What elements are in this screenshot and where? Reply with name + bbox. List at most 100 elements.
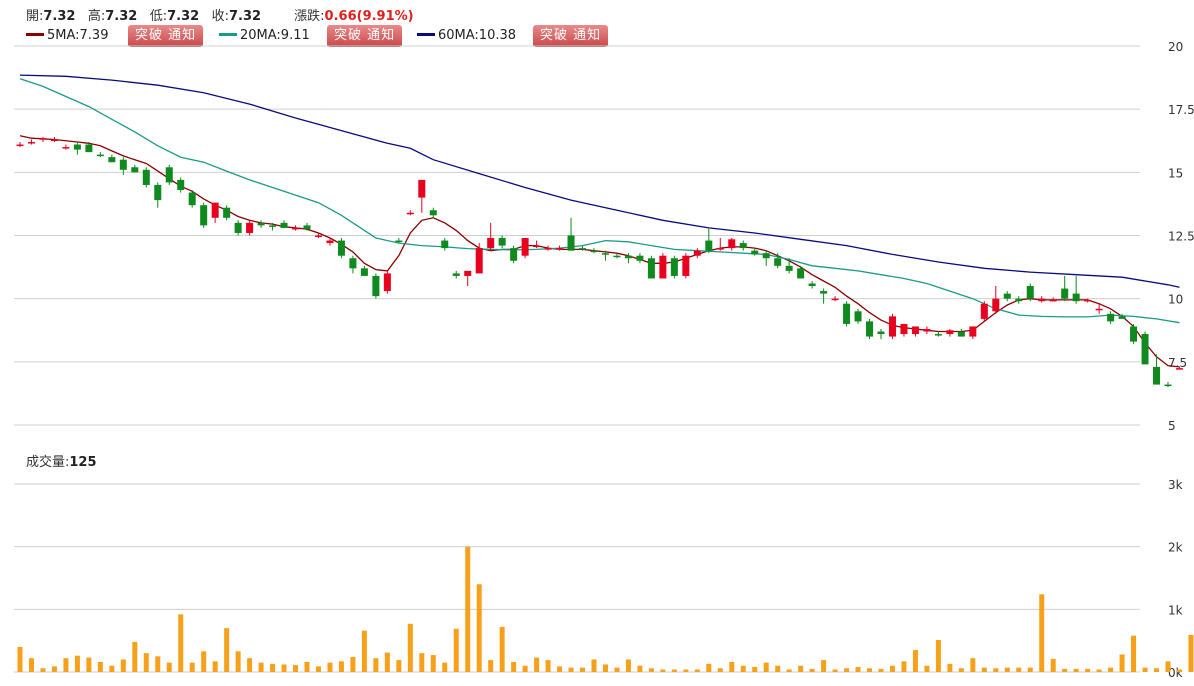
- candle-body: [211, 202, 219, 218]
- candle-body: [406, 212, 414, 215]
- candlestick: [119, 157, 127, 175]
- candle-body: [200, 205, 208, 226]
- candle-body: [234, 222, 242, 233]
- candle-body: [647, 258, 655, 279]
- candlestick: [636, 253, 644, 264]
- candle-body: [1015, 298, 1023, 302]
- candlestick: [762, 250, 770, 266]
- ma5-label: 5MA:7.39: [47, 28, 109, 43]
- open-label: 開:: [26, 9, 44, 24]
- candlestick: [866, 318, 874, 340]
- volume-bar: [752, 666, 758, 672]
- candlestick: [1026, 283, 1034, 302]
- candle-body: [1107, 313, 1115, 322]
- volume-bar: [614, 667, 620, 672]
- volume-bar: [178, 614, 184, 672]
- change-label: 漲跌:: [294, 9, 325, 24]
- candle-body: [866, 321, 874, 337]
- candle-body: [326, 240, 334, 244]
- volume-bar: [442, 662, 448, 672]
- candlestick: [1049, 297, 1057, 302]
- candle-body: [62, 147, 70, 149]
- volume-bar: [568, 667, 574, 672]
- volume-bar: [648, 668, 654, 672]
- volume-bar: [671, 669, 677, 672]
- price-gridlines: [14, 45, 1140, 426]
- volume-bar: [625, 659, 631, 672]
- volume-bar: [1142, 667, 1148, 672]
- volume-bar: [350, 656, 356, 672]
- volume-bar: [958, 668, 964, 672]
- candlestick: [269, 222, 277, 231]
- candlestick: [280, 220, 288, 228]
- high-label: 高:: [87, 9, 106, 24]
- candle-body: [96, 154, 104, 157]
- candle-body: [292, 227, 300, 230]
- candle-body: [1164, 384, 1172, 387]
- candlestick: [360, 265, 368, 276]
- ma20-swatch: [219, 33, 237, 36]
- price-tick-label: 10: [1168, 293, 1183, 307]
- candlestick: [1084, 298, 1092, 303]
- volume-bar: [511, 661, 517, 672]
- candlestick: [601, 250, 609, 261]
- candlestick: [395, 238, 403, 244]
- candle-body: [1049, 299, 1057, 302]
- candlestick: [464, 270, 472, 287]
- price-axis: 20 17.5 15 12.5 10 7.5 5: [1168, 40, 1194, 433]
- candlestick: [957, 328, 965, 337]
- volume-bar: [694, 669, 700, 672]
- volume-bar: [901, 661, 907, 672]
- volume-bar: [384, 652, 390, 672]
- volume-bar: [1119, 654, 1125, 672]
- ma60-label: 60MA:10.38: [438, 28, 517, 43]
- candlestick: [154, 182, 162, 208]
- ma20-break-alert-button[interactable]: 突破 通知: [327, 25, 403, 47]
- volume-bar: [86, 657, 92, 672]
- candle-body: [670, 258, 678, 276]
- candle-body: [188, 192, 196, 206]
- candlestick: [62, 144, 70, 150]
- candlestick: [751, 248, 759, 256]
- volume-bar: [132, 641, 138, 672]
- candlestick: [246, 220, 254, 236]
- moving-average-lines: [19, 74, 1180, 368]
- candle-body: [843, 303, 851, 324]
- low-label: 低:: [149, 9, 168, 24]
- candle-body: [464, 270, 472, 276]
- ma60-break-alert-button[interactable]: 突破 通知: [533, 25, 609, 47]
- volume-bar: [258, 662, 264, 672]
- ma5-break-alert-button[interactable]: 突破 通知: [128, 25, 204, 47]
- low-value: 7.32: [167, 9, 200, 24]
- candlestick: [349, 255, 357, 274]
- candle-body: [395, 240, 403, 243]
- candle-body: [774, 258, 782, 266]
- candlestick: [533, 240, 541, 249]
- volume-bar: [453, 628, 459, 672]
- volume-bar: [120, 659, 126, 672]
- volume-bar: [224, 628, 230, 672]
- volume-bar: [28, 658, 34, 672]
- candlestick: [808, 280, 816, 289]
- price-tick-label: 17.5: [1168, 103, 1194, 117]
- volume-bar: [143, 653, 149, 672]
- candle-body: [854, 311, 862, 322]
- candlestick: [900, 323, 908, 337]
- volume-value: 125: [69, 455, 97, 470]
- ma5-swatch: [26, 33, 44, 36]
- volume-bar: [189, 662, 195, 672]
- candle-body: [441, 240, 449, 249]
- volume-bar: [109, 665, 115, 672]
- candle-body: [888, 316, 896, 337]
- price-tick-label: 15: [1168, 166, 1183, 180]
- moving-average-legend: 5MA:7.39 突破 通知 20MA:9.11 突破 通知 60MA:10.3…: [0, 25, 900, 49]
- candlestick: [131, 164, 139, 173]
- candle-body: [957, 331, 965, 337]
- candlestick: [556, 245, 564, 251]
- candlestick: [705, 227, 713, 254]
- volume-bar: [407, 623, 413, 672]
- volume-bar: [304, 661, 310, 672]
- candle-body: [636, 255, 644, 261]
- candle-body: [131, 167, 139, 173]
- volume-bar: [419, 653, 425, 672]
